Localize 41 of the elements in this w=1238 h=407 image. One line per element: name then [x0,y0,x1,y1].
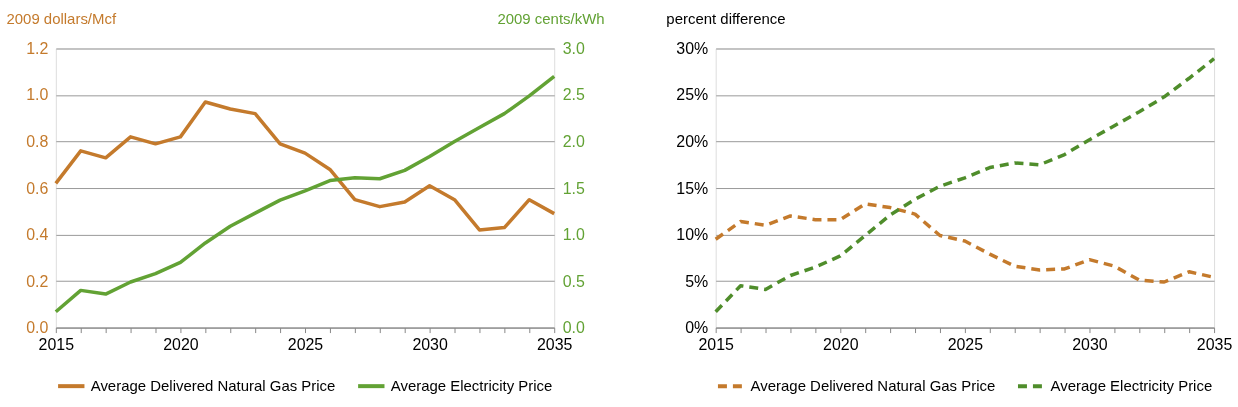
y2-tick-label: 1.0 [562,226,585,244]
y-tick-label: 1.2 [26,39,49,57]
x-tick-label: 2030 [1072,336,1108,354]
y-tick-label: 15% [676,179,709,197]
x-tick-label: 2035 [536,336,573,354]
y2-tick-label: 0.5 [562,272,585,290]
x-tick-label: 2025 [947,336,984,354]
y-tick-label: 0.6 [26,179,49,197]
legend-label: Average Electricity Price [390,377,553,395]
x-tick-label: 2015 [698,336,735,354]
line-series [713,56,1216,314]
legend-label: Average Electricity Price [1050,377,1213,395]
x-tick-label: 2030 [412,336,448,354]
y-tick-label: 10% [676,226,709,244]
x-tick-label: 2035 [1196,336,1233,354]
legend-label: Average Delivered Natural Gas Price [90,377,336,395]
line-series [54,74,556,314]
x-tick-label: 2020 [823,336,859,354]
y-tick-label: 25% [676,86,709,104]
x-tick-label: 2020 [163,336,199,354]
x-tick-label: 2025 [287,336,324,354]
legend-label: Average Delivered Natural Gas Price [750,377,996,395]
y2-tick-label: 3.0 [562,39,585,57]
y-tick-label: 0.4 [26,226,49,244]
y-tick-label: 30% [676,39,709,57]
y-axis-title: 2009 dollars/Mcf [6,10,117,28]
x-tick-label: 2015 [38,336,75,354]
y-tick-label: 0.0 [26,319,49,337]
y-tick-label: 5% [685,272,709,290]
y2-tick-label: 0.0 [562,319,585,337]
y-tick-label: 20% [676,133,709,151]
y-tick-label: 0.8 [26,133,49,151]
line-series [54,100,556,232]
y2-tick-label: 2.5 [562,86,585,104]
y-tick-label: 1.0 [26,86,49,104]
y2-axis-title: 2009 cents/kWh [497,10,605,28]
y2-tick-label: 2.0 [562,133,585,151]
y-axis-title: percent difference [666,10,786,28]
y2-tick-label: 1.5 [562,179,585,197]
y-tick-label: 0.2 [26,272,49,290]
y-tick-label: 0% [685,319,709,337]
